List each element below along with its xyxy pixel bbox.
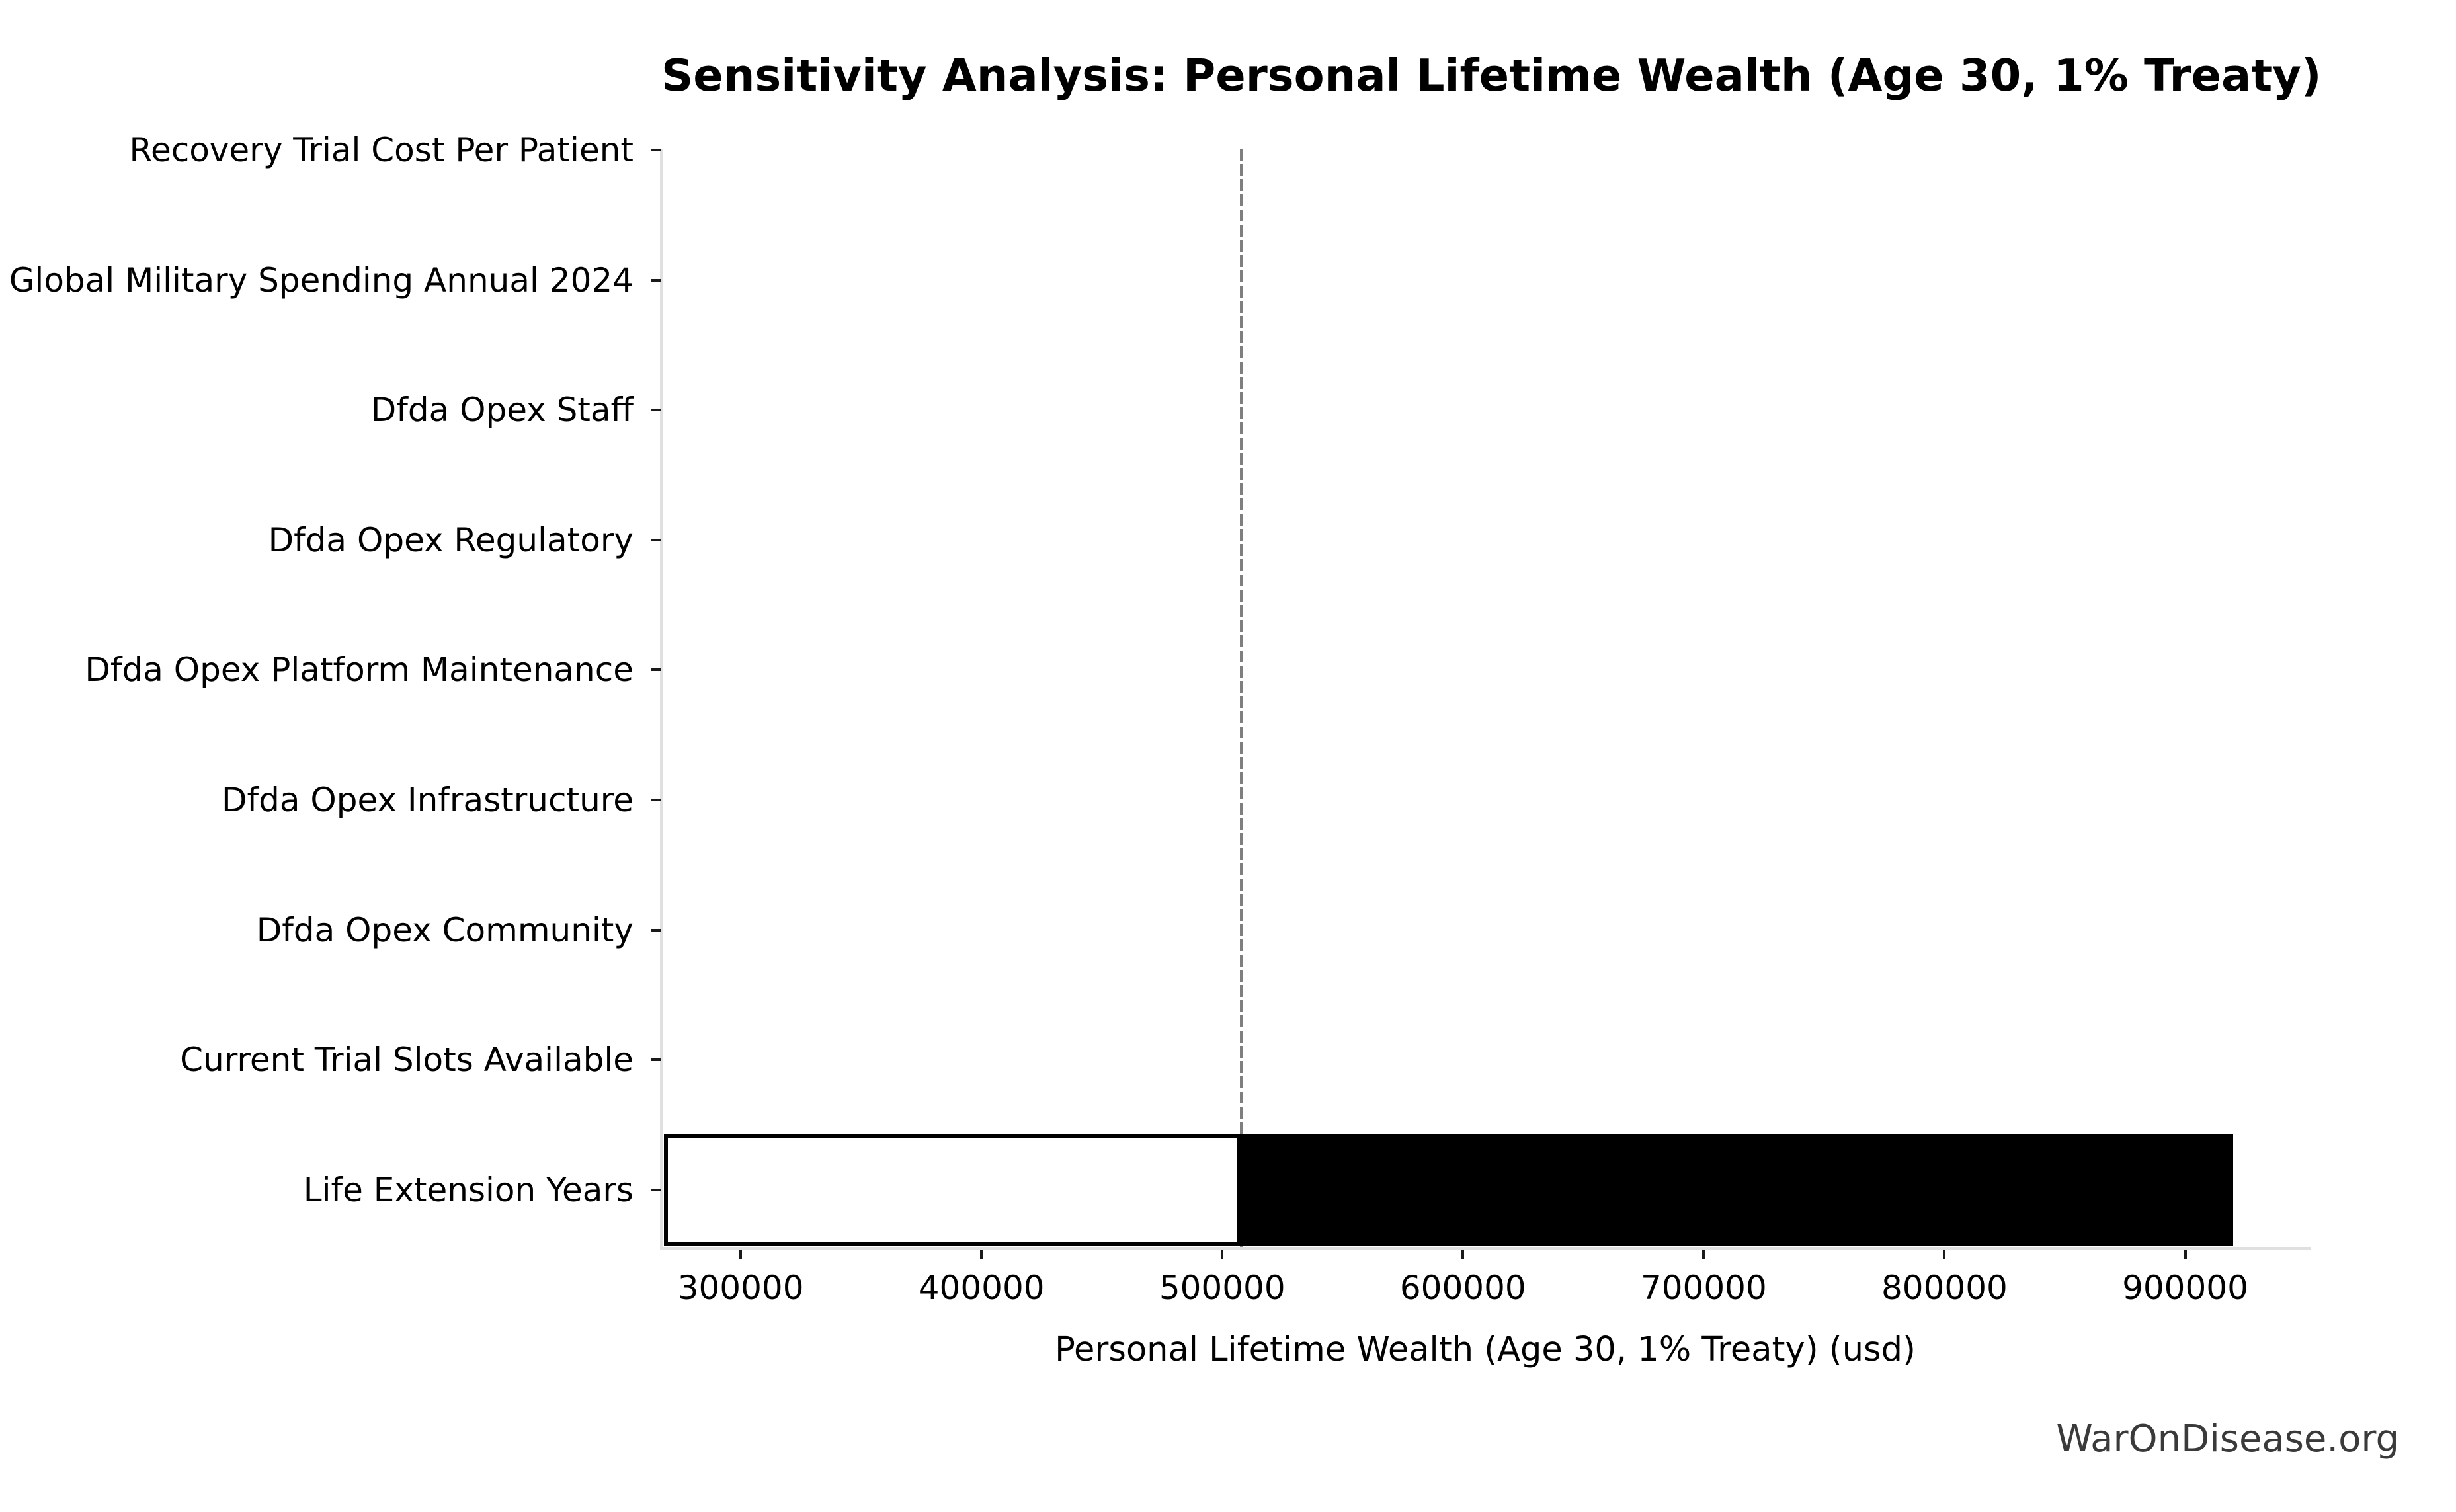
y-tick-mark bbox=[651, 278, 661, 282]
y-axis-label: Dfda Opex Infrastructure bbox=[222, 781, 634, 819]
y-tick-mark bbox=[651, 668, 661, 672]
y-axis-label: Current Trial Slots Available bbox=[180, 1041, 634, 1080]
bar-low-segment bbox=[663, 1134, 1242, 1246]
y-axis-label: Recovery Trial Cost Per Patient bbox=[129, 131, 634, 169]
x-axis-title: Personal Lifetime Wealth (Age 30, 1% Tre… bbox=[1055, 1330, 1916, 1369]
x-tick-label: 700000 bbox=[1640, 1269, 1767, 1307]
y-tick-mark bbox=[651, 149, 661, 151]
x-tick-mark bbox=[1943, 1250, 1946, 1259]
y-axis-spine bbox=[660, 149, 663, 1250]
x-tick-label: 500000 bbox=[1159, 1269, 1286, 1307]
x-tick-label: 600000 bbox=[1399, 1269, 1526, 1307]
y-axis-label: Dfda Opex Staff bbox=[370, 391, 634, 430]
chart-title: Sensitivity Analysis: Personal Lifetime … bbox=[661, 50, 2322, 101]
baseline-dashed-line bbox=[1240, 149, 1243, 1247]
y-tick-mark bbox=[651, 799, 661, 801]
x-tick-label: 800000 bbox=[1881, 1269, 2008, 1307]
y-axis-label: Dfda Opex Regulatory bbox=[268, 520, 634, 559]
x-tick-label: 300000 bbox=[677, 1269, 804, 1307]
x-tick-mark bbox=[1461, 1250, 1465, 1259]
x-tick-mark bbox=[1702, 1250, 1705, 1259]
y-axis-label: Global Military Spending Annual 2024 bbox=[9, 260, 634, 299]
x-tick-mark bbox=[2184, 1250, 2187, 1259]
watermark-text: WarOnDisease.org bbox=[2056, 1417, 2399, 1460]
y-tick-mark bbox=[651, 1188, 661, 1191]
x-tick-mark bbox=[739, 1250, 743, 1259]
x-tick-mark bbox=[980, 1250, 983, 1259]
y-tick-mark bbox=[651, 538, 661, 541]
y-tick-mark bbox=[651, 928, 661, 932]
x-tick-label: 400000 bbox=[918, 1269, 1045, 1307]
x-axis-spine bbox=[660, 1247, 2311, 1250]
y-tick-mark bbox=[651, 1058, 661, 1062]
y-tick-mark bbox=[651, 409, 661, 412]
x-tick-mark bbox=[1221, 1250, 1224, 1259]
y-axis-label: Dfda Opex Platform Maintenance bbox=[85, 651, 634, 690]
x-tick-label: 900000 bbox=[2122, 1269, 2248, 1307]
plot-area bbox=[663, 149, 2309, 1247]
y-axis-label: Dfda Opex Community bbox=[256, 910, 634, 949]
y-axis-label: Life Extension Years bbox=[303, 1170, 634, 1209]
